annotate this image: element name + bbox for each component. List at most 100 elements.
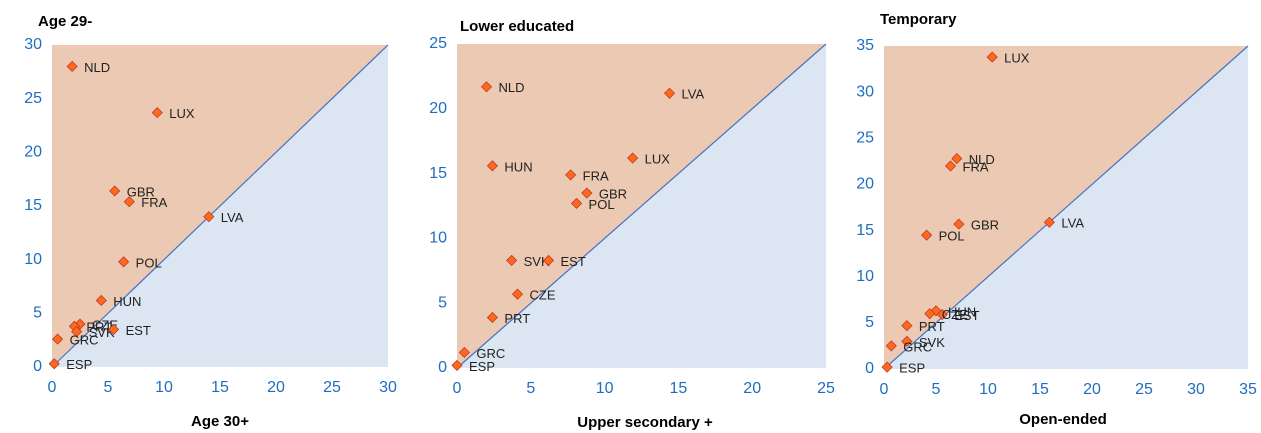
point-marker bbox=[581, 187, 593, 199]
point-marker bbox=[901, 335, 913, 347]
x-tick-label: 0 bbox=[453, 380, 462, 397]
y-tick-label: 30 bbox=[24, 36, 42, 53]
x-tick-label: 5 bbox=[932, 381, 941, 398]
point-marker bbox=[451, 359, 463, 371]
x-tick-label: 25 bbox=[817, 380, 835, 397]
point-marker bbox=[203, 211, 215, 223]
point-marker bbox=[570, 197, 583, 209]
chart-title: Temporary bbox=[880, 11, 957, 28]
point-label: GBR bbox=[971, 218, 999, 233]
point-label: NLD bbox=[84, 60, 110, 75]
x-tick-label: 35 bbox=[1239, 381, 1257, 398]
point-label: EST bbox=[561, 254, 586, 269]
x-tick-label: 15 bbox=[211, 379, 229, 396]
point-label: LUX bbox=[169, 106, 195, 121]
point-label: GRC bbox=[903, 339, 932, 354]
point-label: HUN bbox=[948, 304, 976, 319]
point-label: ESP bbox=[66, 357, 92, 372]
point-marker bbox=[885, 340, 897, 352]
point-marker bbox=[921, 229, 933, 241]
point-marker bbox=[901, 320, 913, 332]
y-tick-label: 5 bbox=[33, 305, 42, 322]
point-label: FRA bbox=[141, 195, 167, 210]
diagonal-line bbox=[51, 44, 389, 368]
point-marker bbox=[109, 185, 121, 197]
point-marker bbox=[565, 169, 577, 181]
point-marker bbox=[108, 323, 120, 335]
point-marker bbox=[663, 87, 676, 99]
chart-title: Lower educated bbox=[460, 18, 574, 35]
point-label: ESP bbox=[899, 361, 925, 376]
point-label: PRT bbox=[504, 311, 530, 326]
point-label: EST bbox=[954, 308, 979, 323]
point-label: CZE bbox=[942, 307, 968, 322]
point-label: LVA bbox=[1061, 216, 1084, 231]
point-label: POL bbox=[589, 197, 615, 212]
y-tick-label: 5 bbox=[865, 314, 874, 331]
x-tick-label: 25 bbox=[1135, 381, 1153, 398]
point-marker bbox=[936, 308, 948, 321]
point-marker bbox=[986, 51, 998, 63]
point-label: POL bbox=[939, 229, 965, 244]
point-label: ESP bbox=[469, 359, 495, 374]
y-tick-label: 30 bbox=[856, 83, 874, 100]
y-tick-label: 20 bbox=[856, 176, 874, 193]
x-tick-label: 20 bbox=[267, 379, 285, 396]
x-tick-label: 20 bbox=[743, 380, 761, 397]
point-label: SVK bbox=[524, 254, 550, 269]
point-label: CZE bbox=[530, 288, 556, 303]
point-label: PRT bbox=[919, 319, 945, 334]
y-tick-label: 15 bbox=[24, 197, 42, 214]
scatter-chart: 0 5 10 15 20 25 0 5 10 15 20 25 NLD LVA LUX HUN FRA GBRPO… bbox=[429, 18, 835, 431]
point-marker bbox=[542, 254, 555, 266]
point-marker bbox=[486, 160, 498, 172]
point-marker bbox=[953, 218, 965, 230]
point-marker bbox=[118, 256, 130, 268]
x-tick-label: 10 bbox=[155, 379, 173, 396]
point-label: LVA bbox=[221, 210, 244, 225]
point-marker bbox=[1043, 216, 1055, 228]
point-label: GBR bbox=[599, 186, 627, 201]
point-label: LUX bbox=[645, 151, 671, 166]
point-marker bbox=[881, 361, 893, 373]
x-tick-label: 30 bbox=[1187, 381, 1205, 398]
x-tick-label: 5 bbox=[526, 380, 535, 397]
point-label: GBR bbox=[127, 184, 155, 199]
point-label: SVK bbox=[89, 325, 115, 340]
point-marker bbox=[944, 160, 957, 172]
point-marker bbox=[924, 308, 936, 320]
y-tick-label: 20 bbox=[429, 100, 447, 117]
x-tick-label: 25 bbox=[323, 379, 341, 396]
y-tick-label: 0 bbox=[33, 358, 42, 375]
x-tick-label: 30 bbox=[379, 379, 397, 396]
x-tick-label: 0 bbox=[48, 379, 57, 396]
point-label: LVA bbox=[682, 87, 705, 102]
x-tick-label: 10 bbox=[979, 381, 997, 398]
point-marker bbox=[48, 358, 60, 370]
point-label: NLD bbox=[969, 152, 995, 167]
point-label: HUN bbox=[113, 294, 141, 309]
y-tick-label: 10 bbox=[856, 268, 874, 285]
x-tick-label: 10 bbox=[596, 380, 614, 397]
y-tick-label: 0 bbox=[438, 359, 447, 376]
y-tick-label: 20 bbox=[24, 144, 42, 161]
point-marker bbox=[458, 346, 470, 359]
chart-title: Age 29- bbox=[38, 13, 92, 30]
y-tick-label: 5 bbox=[438, 294, 447, 311]
point-label: GRC bbox=[476, 346, 505, 361]
point-label: NLD bbox=[499, 80, 525, 95]
point-marker bbox=[71, 326, 83, 338]
point-label: LUX bbox=[1004, 51, 1030, 66]
point-label: GRC bbox=[70, 333, 99, 348]
x-axis-label: Age 30+ bbox=[191, 413, 249, 430]
point-label: FRA bbox=[583, 168, 609, 183]
y-tick-label: 0 bbox=[865, 360, 874, 377]
x-tick-label: 15 bbox=[670, 380, 688, 397]
y-tick-label: 35 bbox=[856, 37, 874, 54]
point-marker bbox=[151, 107, 163, 119]
point-marker bbox=[123, 196, 135, 208]
point-label: POL bbox=[136, 255, 162, 270]
